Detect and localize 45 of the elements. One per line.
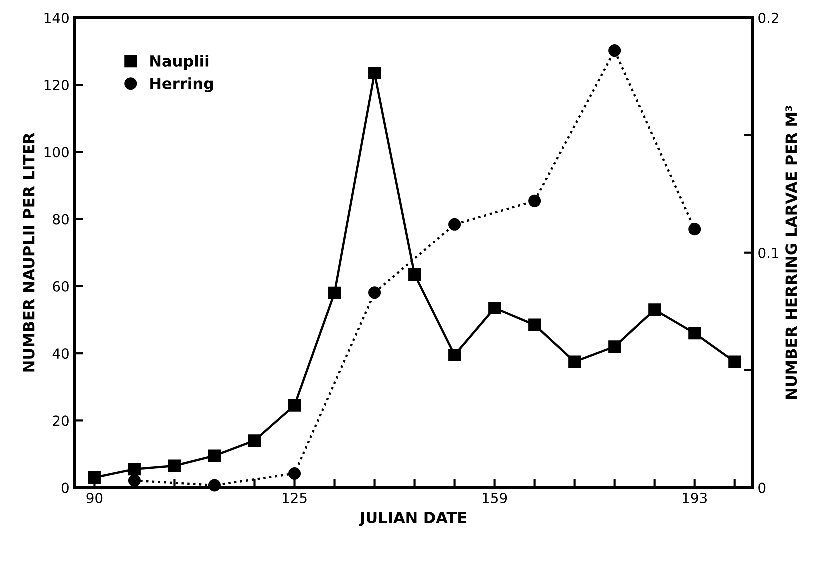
x-axis-title: JULIAN DATE (359, 512, 466, 526)
y-tick-label: 60 (53, 281, 69, 292)
y2-tick-label: 0.1 (758, 248, 779, 258)
point (688, 223, 702, 236)
y-tick-label: 140 (44, 12, 69, 24)
point (648, 304, 662, 316)
y2-tick-label: 0 (758, 482, 766, 494)
point (608, 44, 622, 58)
point (128, 463, 141, 476)
point (728, 356, 742, 368)
point (488, 302, 502, 315)
legend-label: Herring (150, 78, 214, 92)
point (248, 434, 261, 448)
point (688, 327, 702, 340)
x-tick-label: 90 (86, 492, 103, 504)
y2-axis-title: NUMBER HERRING LARVAE PER M³ (786, 106, 798, 399)
point (288, 467, 302, 480)
y-tick-label: 20 (53, 416, 69, 426)
point (568, 356, 582, 368)
point (88, 472, 101, 484)
point (368, 67, 382, 80)
point (208, 479, 221, 492)
point (608, 340, 622, 354)
x-tick-label: 193 (683, 492, 707, 504)
point (328, 286, 342, 300)
x-tick-label: 125 (283, 492, 307, 504)
point (208, 450, 221, 462)
y-tick-label: 100 (44, 147, 69, 158)
y-axis-title: NUMBER NAUPLII PER LITER (23, 132, 35, 372)
point (168, 460, 181, 472)
x-tick-label: 159 (483, 492, 508, 504)
y2-tick-label: 0.2 (758, 12, 778, 24)
point (408, 268, 422, 281)
point (528, 194, 542, 208)
point (368, 286, 382, 300)
point (128, 474, 141, 488)
y-tick-label: 0 (62, 482, 69, 494)
point (448, 349, 462, 362)
point (448, 218, 462, 231)
y-tick-label: 40 (52, 348, 69, 360)
y-tick-label: 120 (44, 80, 69, 91)
point (288, 399, 302, 412)
y-tick-label: 80 (53, 214, 69, 225)
legend-label: Nauplii (150, 55, 209, 70)
point (528, 318, 542, 332)
